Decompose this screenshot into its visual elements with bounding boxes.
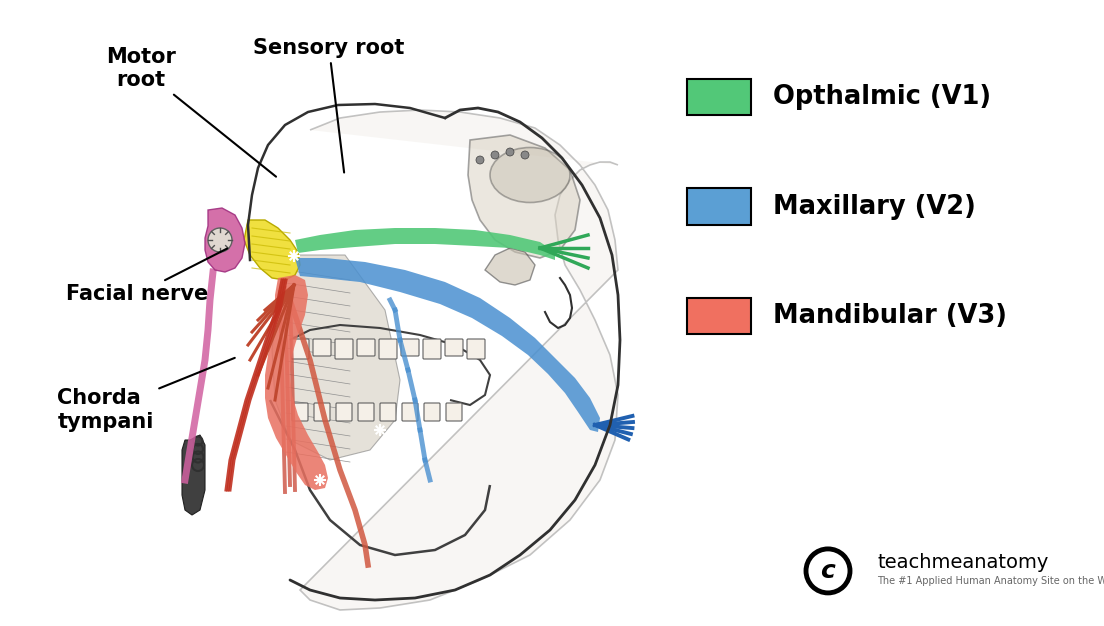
FancyBboxPatch shape [687, 188, 751, 225]
Polygon shape [265, 275, 328, 490]
Polygon shape [182, 435, 205, 515]
Polygon shape [468, 135, 580, 258]
FancyBboxPatch shape [445, 339, 463, 356]
Text: teachmeanatomy: teachmeanatomy [878, 553, 1049, 572]
FancyBboxPatch shape [687, 79, 751, 115]
Circle shape [476, 156, 484, 164]
FancyBboxPatch shape [401, 339, 420, 356]
Polygon shape [295, 228, 555, 260]
FancyBboxPatch shape [314, 403, 330, 421]
FancyBboxPatch shape [380, 403, 396, 421]
Circle shape [491, 151, 499, 159]
Polygon shape [244, 220, 300, 280]
FancyBboxPatch shape [423, 339, 440, 359]
Text: Chorda
tympani: Chorda tympani [57, 358, 235, 432]
Text: Opthalmic (V1): Opthalmic (V1) [773, 84, 991, 110]
FancyBboxPatch shape [336, 403, 352, 421]
Ellipse shape [490, 148, 570, 202]
Text: Facial nerve: Facial nerve [66, 249, 227, 304]
FancyBboxPatch shape [314, 339, 331, 356]
FancyBboxPatch shape [467, 339, 485, 359]
Text: Mandibular (V3): Mandibular (V3) [773, 303, 1007, 329]
Text: Maxillary (V2): Maxillary (V2) [773, 193, 976, 220]
FancyBboxPatch shape [424, 403, 440, 421]
Text: Motor
root: Motor root [106, 47, 276, 177]
FancyBboxPatch shape [379, 339, 397, 359]
Circle shape [208, 228, 232, 252]
FancyBboxPatch shape [358, 403, 374, 421]
Text: c: c [820, 559, 836, 583]
FancyBboxPatch shape [687, 298, 751, 334]
Polygon shape [300, 110, 618, 610]
Polygon shape [485, 248, 535, 285]
FancyBboxPatch shape [291, 339, 309, 359]
Polygon shape [272, 255, 400, 460]
Circle shape [506, 148, 514, 156]
FancyBboxPatch shape [335, 339, 353, 359]
Text: Sensory root: Sensory root [253, 38, 405, 173]
FancyBboxPatch shape [357, 339, 375, 356]
FancyBboxPatch shape [402, 403, 418, 421]
Polygon shape [295, 258, 599, 432]
FancyBboxPatch shape [291, 403, 308, 421]
Text: The #1 Applied Human Anatomy Site on the Web.: The #1 Applied Human Anatomy Site on the… [878, 576, 1104, 586]
FancyBboxPatch shape [446, 403, 461, 421]
Polygon shape [205, 208, 245, 272]
Circle shape [521, 151, 529, 159]
